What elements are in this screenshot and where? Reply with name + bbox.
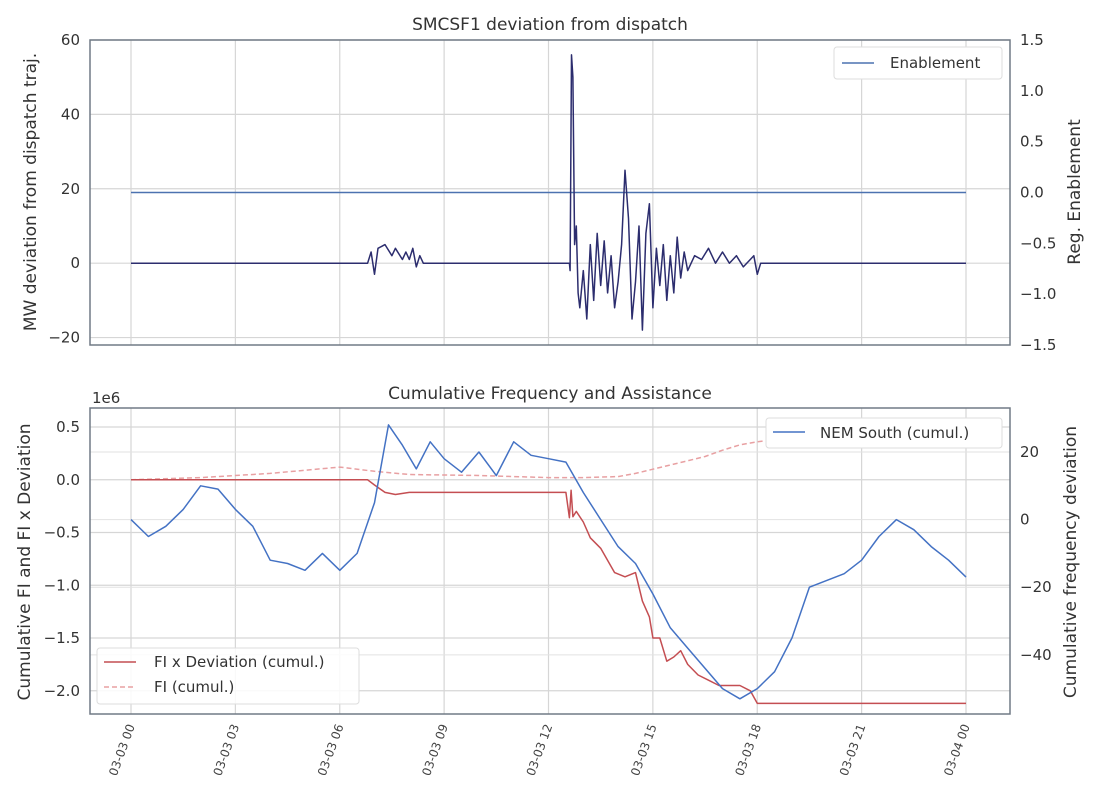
bottom-legend-left-box [96, 647, 360, 705]
top-right-tick-label: 1.0 [1020, 82, 1044, 100]
top-right-ticks: −1.5 −1.0 −0.5 0.0 0.5 1.0 1.5 [1020, 31, 1056, 354]
top-axes-frame [89, 39, 1011, 346]
bottom-chart-title: Cumulative Frequency and Assistance [388, 384, 712, 404]
bottom-left-tick-label: −2.0 [44, 682, 80, 700]
legend-label-fi-deviation: FI x Deviation (cumul.) [154, 653, 325, 671]
bottom-right-y-axis-label: Cumulative frequency deviation [1061, 426, 1081, 698]
bottom-series-line-2 [130, 436, 966, 481]
bottom-series-line-1 [131, 479, 966, 705]
bottom-left-tick-label: 0.0 [56, 471, 80, 489]
bottom-chart: 0.5 0.0 −0.5 −1.0 −1.5 −2.0 −40 −20 0 20 03-03 0… [15, 384, 1081, 778]
bottom-axes-frame [89, 407, 1011, 715]
bottom-x-ticks: 03-03 00 03-03 03 03-03 06 03-03 09 03-03 12… [106, 722, 973, 777]
top-left-tick-label: 0 [70, 254, 80, 272]
x-tick-label: 03-03 06 [315, 722, 347, 777]
x-tick-label: 03-03 18 [732, 722, 764, 777]
bottom-legend-left: FI x Deviation (cumul.) FI (cumul.) [96, 647, 360, 705]
x-tick-label: 03-03 00 [106, 722, 138, 777]
bottom-right-tick-label: −20 [1020, 578, 1052, 596]
x-tick-label: 03-03 09 [419, 722, 451, 777]
bottom-offset-text: 1e6 [92, 389, 120, 407]
top-right-tick-label: −1.0 [1020, 285, 1056, 303]
top-right-tick-label: −0.5 [1020, 234, 1056, 252]
x-tick-label: 03-04 00 [941, 722, 973, 777]
legend-label-fi: FI (cumul.) [154, 678, 234, 696]
bottom-left-ticks: 0.5 0.0 −0.5 −1.0 −1.5 −2.0 [44, 418, 80, 700]
top-y-axis-label: MW deviation from dispatch traj. [21, 53, 41, 331]
bottom-left-tick-label: −1.5 [44, 629, 80, 647]
top-legend: Enablement [833, 46, 1003, 80]
bottom-series-line-0 [130, 424, 967, 700]
top-left-tick-label: 20 [61, 180, 80, 198]
bottom-right-tick-label: 0 [1020, 511, 1030, 529]
bottom-legend-right: NEM South (cumul.) [765, 417, 1003, 449]
top-left-tick-label: 60 [61, 31, 80, 49]
bottom-left-tick-label: −1.0 [44, 576, 80, 594]
top-series [131, 54, 966, 331]
legend-label-nem-south: NEM South (cumul.) [820, 424, 969, 442]
top-right-tick-label: −1.5 [1020, 336, 1056, 354]
bottom-left-tick-label: 0.5 [56, 418, 80, 436]
bottom-right-tick-label: 20 [1020, 443, 1039, 461]
bottom-right-ticks: −40 −20 0 20 [1020, 443, 1052, 664]
top-left-ticks: −20 0 20 40 60 [48, 31, 80, 347]
top-right-tick-label: 0.0 [1020, 184, 1044, 202]
top-chart-title: SMCSF1 deviation from dispatch [412, 15, 688, 35]
top-left-tick-label: 40 [61, 105, 80, 123]
top-left-tick-label: −20 [48, 329, 80, 347]
top-legend-box [833, 46, 1003, 80]
top-right-tick-label: 0.5 [1020, 133, 1044, 151]
bottom-left-tick-label: −0.5 [44, 524, 80, 542]
top-chart: −20 0 20 40 60 −1.5 −1.0 −0.5 0.0 0.5 1.0 1.5 SMCS… [21, 15, 1085, 354]
top-series-line-1 [131, 54, 966, 331]
top-right-tick-label: 1.5 [1020, 31, 1044, 49]
bottom-right-tick-label: −40 [1020, 646, 1052, 664]
x-tick-label: 03-03 15 [628, 722, 660, 777]
bottom-legend-right-box [765, 417, 1003, 449]
x-tick-label: 03-03 12 [524, 722, 556, 777]
legend-label-enablement: Enablement [890, 54, 980, 72]
x-tick-label: 03-03 21 [837, 722, 869, 777]
x-tick-label: 03-03 03 [211, 722, 243, 777]
top-right-y-axis-label: Reg. Enablement [1065, 119, 1085, 265]
bottom-series [130, 424, 967, 705]
bottom-y-axis-label: Cumulative FI and FI x Deviation [15, 424, 35, 701]
